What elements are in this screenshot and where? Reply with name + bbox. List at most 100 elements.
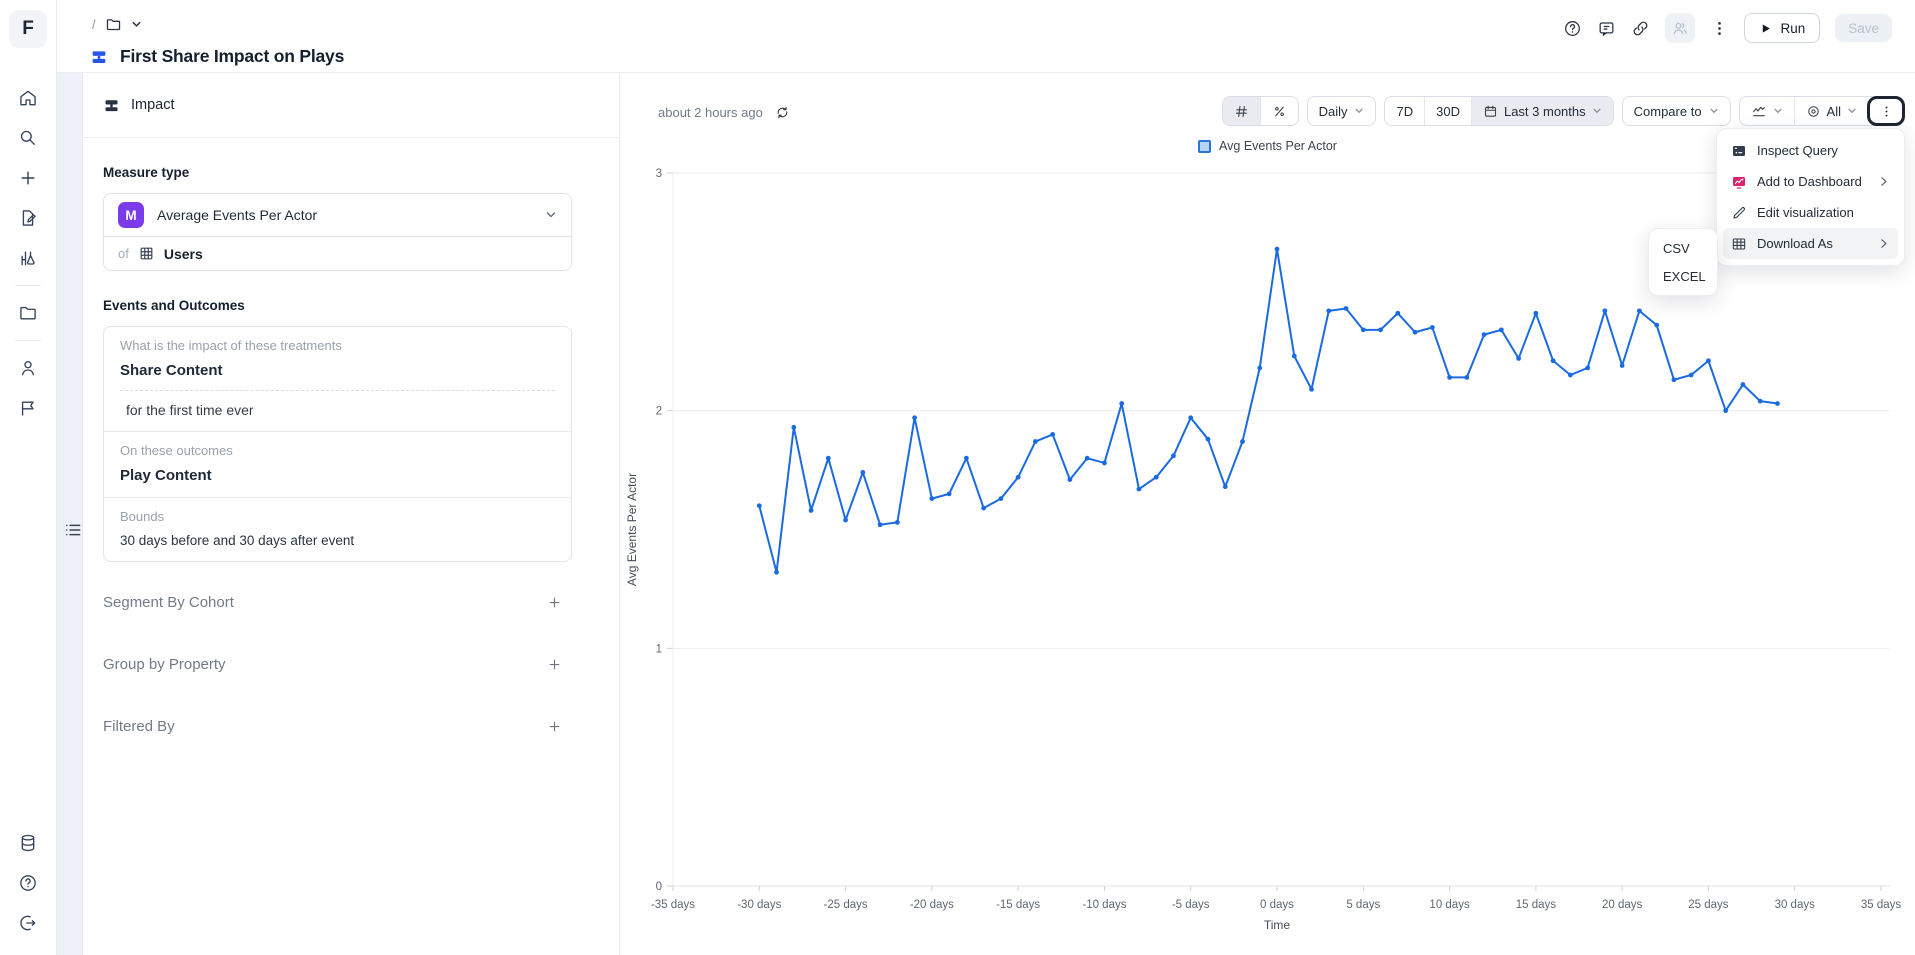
data-point[interactable] (774, 569, 779, 575)
menu-item-edit-visualization[interactable]: Edit visualization (1723, 197, 1898, 228)
run-button[interactable]: Run (1744, 13, 1821, 43)
data-point[interactable] (1757, 398, 1763, 404)
data-point[interactable] (1067, 477, 1073, 482)
data-point[interactable] (1567, 372, 1573, 378)
sidebar-drafts-button[interactable] (14, 204, 42, 232)
data-point[interactable] (1240, 439, 1245, 444)
data-point[interactable] (1688, 372, 1694, 378)
impact-line-chart[interactable]: 0 1 2 3 -35 days -30 days -25 days -20 days -15 … (620, 138, 1915, 955)
absolute-values-button[interactable] (1222, 97, 1260, 125)
data-point[interactable] (1378, 327, 1383, 333)
submenu-item-csv[interactable]: CSV (1663, 240, 1690, 256)
data-point[interactable] (1654, 322, 1660, 328)
data-point[interactable] (1498, 327, 1504, 333)
data-point[interactable] (1257, 365, 1263, 371)
data-point[interactable] (1015, 474, 1021, 480)
bounds-section[interactable]: Bounds 30 days before and 30 days after … (104, 497, 571, 561)
data-point[interactable] (1447, 374, 1452, 380)
submenu-item-excel[interactable]: EXCEL (1663, 268, 1706, 284)
data-point[interactable] (1619, 363, 1625, 368)
sidebar-home-button[interactable] (14, 84, 42, 112)
data-point[interactable] (894, 519, 900, 525)
data-point[interactable] (998, 496, 1004, 502)
data-point[interactable] (1136, 486, 1142, 492)
sidebar-data-button[interactable] (14, 829, 42, 857)
workspace-logo[interactable]: F (9, 10, 47, 48)
data-point[interactable] (1205, 436, 1211, 442)
data-point[interactable] (1706, 358, 1711, 364)
measure-dropdown[interactable]: M Average Events Per Actor (103, 193, 572, 237)
sidebar-new-button[interactable] (14, 164, 42, 192)
data-point[interactable] (1222, 484, 1228, 490)
chart-legend[interactable]: Avg Events Per Actor (620, 139, 1915, 153)
data-point[interactable] (1412, 329, 1418, 335)
data-point[interactable] (1671, 377, 1677, 383)
data-point[interactable] (929, 496, 935, 502)
data-point[interactable] (1050, 432, 1056, 437)
data-point[interactable] (808, 508, 814, 513)
data-point[interactable] (843, 517, 848, 523)
data-point[interactable] (1775, 401, 1780, 406)
segment-by-cohort-row[interactable]: Segment By Cohort (103, 580, 572, 624)
data-point[interactable] (1033, 439, 1038, 444)
menu-item-add-to-dashboard[interactable]: Add to Dashboard (1723, 166, 1898, 197)
percent-values-button[interactable] (1259, 97, 1298, 125)
chart-type-dropdown[interactable] (1740, 97, 1794, 125)
sidebar-members-button[interactable] (14, 354, 42, 382)
data-point[interactable] (963, 455, 969, 461)
data-point[interactable] (1274, 246, 1280, 252)
data-point[interactable] (1740, 382, 1746, 387)
refresh-icon[interactable] (775, 105, 790, 120)
data-point[interactable] (1429, 325, 1435, 330)
data-point[interactable] (1481, 332, 1487, 338)
breadcrumb[interactable]: / (92, 16, 142, 33)
chart-kebab-menu-button[interactable] (1867, 96, 1905, 126)
filtered-by-row[interactable]: Filtered By (103, 704, 572, 748)
date-range-dropdown[interactable]: Last 3 months (1470, 97, 1613, 125)
sidebar-flags-button[interactable] (14, 394, 42, 422)
data-point[interactable] (1602, 308, 1608, 314)
data-point[interactable] (981, 505, 987, 511)
data-point[interactable] (756, 503, 762, 509)
data-point[interactable] (1309, 386, 1314, 392)
help-icon[interactable] (1563, 19, 1582, 38)
data-point[interactable] (877, 522, 883, 528)
data-point[interactable] (1464, 374, 1470, 380)
data-point[interactable] (1153, 474, 1159, 480)
data-point[interactable] (1637, 308, 1642, 314)
outcome-section[interactable]: On these outcomes Play Content (104, 431, 571, 497)
data-point[interactable] (1550, 358, 1556, 364)
sidebar-search-button[interactable] (14, 124, 42, 152)
data-point[interactable] (1360, 327, 1366, 333)
data-point[interactable] (1171, 453, 1176, 459)
share-link-icon[interactable] (1631, 19, 1650, 38)
data-point[interactable] (825, 455, 831, 461)
data-point[interactable] (1343, 306, 1349, 311)
data-point[interactable] (791, 424, 797, 430)
series-visibility-dropdown[interactable]: All (1793, 97, 1868, 125)
data-point[interactable] (1585, 365, 1591, 371)
data-point[interactable] (1102, 460, 1107, 466)
measure-entity-row[interactable]: of Users (103, 237, 572, 271)
data-point[interactable] (1084, 455, 1090, 461)
menu-item-inspect-query[interactable]: Inspect Query (1723, 135, 1898, 166)
data-point[interactable] (1395, 310, 1401, 316)
feedback-icon[interactable] (1597, 19, 1616, 38)
data-point[interactable] (1723, 408, 1729, 414)
data-point[interactable] (1516, 355, 1521, 361)
collaborators-button[interactable] (1665, 13, 1696, 43)
data-point[interactable] (860, 470, 866, 475)
sidebar-help-button[interactable] (14, 869, 42, 897)
data-point[interactable] (1326, 308, 1332, 314)
sidebar-logout-button[interactable] (14, 909, 42, 937)
treatment-section[interactable]: What is the impact of these treatments S… (104, 327, 571, 431)
data-point[interactable] (1188, 415, 1194, 421)
data-point[interactable] (1119, 401, 1125, 406)
sidebar-folder-button[interactable] (14, 299, 42, 327)
header-kebab-menu-button[interactable] (1710, 19, 1729, 38)
data-point[interactable] (1291, 353, 1297, 359)
range-30d-button[interactable]: 30D (1424, 97, 1471, 125)
compare-to-dropdown[interactable]: Compare to (1621, 96, 1731, 126)
outline-toggle-button[interactable] (59, 516, 87, 544)
group-by-property-row[interactable]: Group by Property (103, 642, 572, 686)
